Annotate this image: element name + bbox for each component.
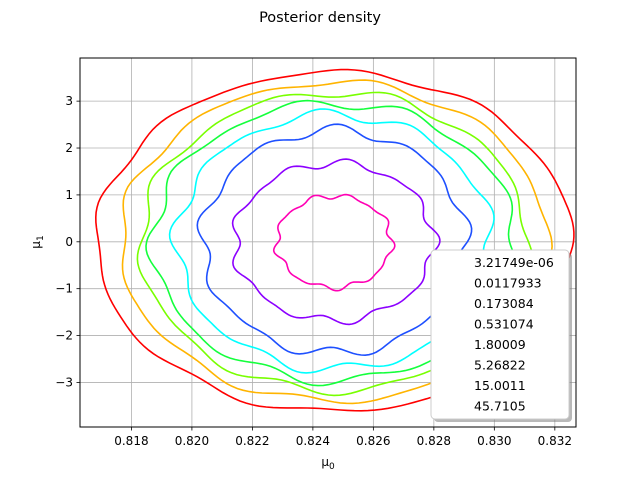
x-tick-label: 0.818 — [114, 434, 148, 448]
legend-entry: 0.531074 — [474, 317, 534, 332]
y-tick-label: −1 — [55, 282, 73, 296]
y-tick-label: 0 — [65, 235, 73, 249]
legend-entry: 0.0117933 — [474, 276, 542, 291]
x-axis-ticks: 0.818 0.820 0.822 0.824 0.826 0.828 0.830 0.832 — [114, 427, 572, 448]
x-tick-label: 0.826 — [356, 434, 390, 448]
chart-title: Posterior density — [259, 10, 381, 26]
legend-entry: 1.80009 — [474, 337, 526, 352]
contour-lines — [94, 68, 575, 412]
plot-frame — [79, 57, 577, 428]
legend-entry: 15.0011 — [474, 378, 526, 393]
contour-level-6 — [231, 158, 441, 326]
contour-level-5 — [196, 123, 473, 357]
legend-entry: 45.7105 — [474, 399, 526, 414]
legend-entry: 5.26822 — [474, 358, 526, 373]
contour-level-7 — [272, 193, 396, 292]
y-axis-ticks: −3 −2 −1 0 1 2 3 — [55, 94, 80, 389]
legend-entry: 3.21749e-06 — [474, 255, 554, 270]
x-axis-label: μ0 — [321, 455, 335, 472]
y-tick-label: −3 — [55, 375, 73, 389]
y-axis-label: μ1 — [29, 235, 46, 248]
contour-level-4 — [168, 108, 495, 374]
x-tick-label: 0.828 — [417, 434, 451, 448]
legend-box — [430, 249, 570, 420]
x-tick-label: 0.820 — [175, 434, 209, 448]
y-tick-label: −2 — [55, 329, 73, 343]
x-tick-label: 0.832 — [538, 434, 572, 448]
contour-level-3 — [145, 99, 520, 387]
x-tick-label: 0.824 — [296, 434, 330, 448]
y-tick-label: 1 — [65, 188, 73, 202]
y-tick-label: 2 — [65, 141, 73, 155]
legend: 3.21749e-06 0.0117933 0.173084 0.531074 1.80… — [430, 249, 572, 422]
y-tick-label: 3 — [65, 94, 73, 108]
x-tick-label: 0.822 — [235, 434, 269, 448]
legend-entry: 0.173084 — [474, 296, 534, 311]
x-tick-label: 0.830 — [477, 434, 511, 448]
svg-text:μ1: μ1 — [29, 235, 46, 248]
